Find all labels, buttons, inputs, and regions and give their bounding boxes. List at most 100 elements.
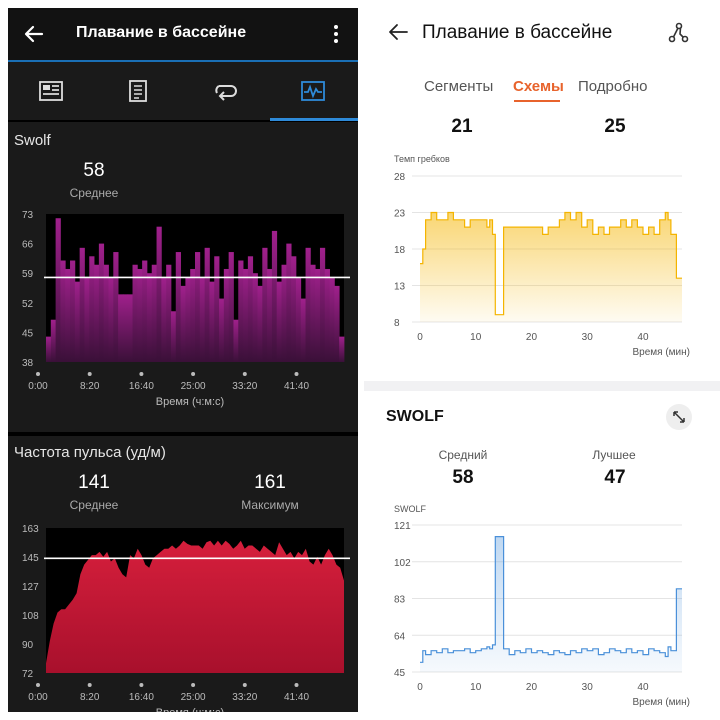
series-line: [420, 211, 682, 316]
stroke-rate-left-value: 21: [451, 116, 473, 137]
y-tick-label: 145: [22, 553, 39, 564]
x-tick-label: 0:00: [28, 692, 48, 703]
swolf-bar: [223, 268, 230, 362]
swolf-bar: [180, 285, 186, 362]
tab-laps[interactable]: [95, 62, 182, 120]
tab-charts[interactable]: Схемы: [513, 78, 564, 95]
x-tick-dot: [36, 372, 40, 376]
swolf-bar: [84, 277, 90, 362]
x-tick-label: 16:40: [129, 381, 154, 392]
x-tick-label: 20: [526, 682, 538, 693]
page-title: Плавание в бассейне: [422, 22, 613, 43]
x-tick-dot: [87, 372, 92, 376]
y-tick-label: 18: [394, 245, 406, 256]
y-tick-label: 72: [22, 669, 34, 680]
x-tick-dot: [139, 372, 144, 376]
x-tick-label: 30: [582, 682, 594, 693]
tab-segments[interactable]: Сегменты: [424, 78, 494, 95]
x-tick-dot: [139, 683, 144, 687]
x-tick-label: 10: [470, 332, 482, 343]
heart-rate-chart: 163 145 127 108 90 72 0:00 8:20 16:40 25:00 33:20 4…: [22, 524, 350, 712]
swolf-best-label: Лучшее: [592, 448, 636, 462]
swolf-bar: [267, 268, 273, 362]
garmin-screen: Плавание в бассейне: [8, 8, 358, 712]
summary-icon: [39, 81, 63, 101]
x-tick-label: 30: [582, 332, 594, 343]
y-tick-label: 45: [394, 668, 406, 679]
x-axis-title: Время (мин): [632, 347, 690, 358]
heart-rate-max-value: 161: [254, 472, 286, 493]
back-arrow-icon[interactable]: [22, 22, 46, 46]
x-tick-label: 40: [637, 332, 649, 343]
heart-rate-panel: Частота пульса (уд/м) 141 Среднее 161 Ма…: [8, 436, 358, 712]
swolf-bar: [319, 247, 326, 362]
swolf-bar: [262, 247, 268, 362]
swolf-bar: [70, 260, 76, 362]
intervals-icon: [215, 85, 237, 101]
x-tick-label: 40: [637, 682, 649, 693]
swolf-bar: [219, 298, 225, 362]
swolf-bar: [214, 256, 220, 362]
swolf-bar: [103, 264, 109, 362]
swolf-section-title: SWOLF: [386, 408, 444, 425]
y-tick-label: 45: [22, 328, 34, 339]
y-tick-label: 8: [394, 318, 400, 329]
page-title: Плавание в бассейне: [76, 24, 247, 41]
tab-details[interactable]: Подробно: [578, 78, 648, 95]
swolf-bar: [161, 277, 167, 362]
tab-summary[interactable]: [8, 62, 95, 120]
swolf-bar: [79, 247, 85, 362]
swolf-bar: [339, 336, 345, 362]
swolf-bar: [98, 243, 105, 362]
x-tick-label: 0: [417, 332, 423, 343]
expand-button[interactable]: [666, 404, 692, 430]
x-axis-title: Время (мин): [632, 697, 690, 708]
back-arrow-icon[interactable]: [386, 20, 410, 44]
swolf-bar: [291, 256, 297, 362]
laps-icon: [129, 80, 147, 102]
y-tick-label: 13: [394, 282, 406, 293]
x-axis-title: Время (ч:м:с): [156, 396, 224, 408]
x-tick-label: 41:40: [284, 692, 309, 703]
y-tick-label: 59: [22, 269, 34, 280]
swolf-bar: [122, 294, 129, 362]
stroke-rate-chart: Темп гребков 28 23 18 13 8 0 10 20 30 40 Время (мин…: [394, 154, 690, 358]
swolf-bar: [137, 268, 143, 362]
section-separator: [364, 381, 720, 391]
swolf-bar: [142, 260, 148, 362]
x-tick-label: 25:00: [181, 692, 206, 703]
x-tick-dot: [191, 683, 196, 687]
heart-rate-avg-label: Среднее: [69, 498, 119, 512]
more-vertical-icon[interactable]: [330, 22, 342, 46]
x-tick-dot: [242, 683, 247, 687]
header-divider: [8, 60, 358, 62]
route-share-icon[interactable]: [666, 20, 692, 46]
active-tab-indicator: [514, 100, 560, 102]
active-tab-indicator: [270, 118, 358, 121]
x-tick-dot: [36, 683, 40, 687]
swolf-bar: [185, 277, 191, 362]
swolf-bar: [94, 264, 100, 362]
swolf-bar: [108, 277, 114, 362]
tab-charts[interactable]: [270, 62, 357, 120]
swolf-bar: [146, 273, 153, 362]
swolf-bar: [199, 277, 206, 362]
swolf-bar: [50, 319, 57, 362]
swolf-avg-label: Средний: [438, 448, 488, 462]
swolf-title: Swolf: [14, 132, 51, 149]
swolf-bar: [166, 264, 172, 362]
x-tick-dot: [294, 683, 299, 687]
swolf-bar: [209, 281, 215, 362]
swolf-bar: [190, 268, 196, 362]
tab-intervals[interactable]: [182, 62, 269, 120]
y-tick-label: 90: [22, 640, 34, 651]
swolf-best-value: 47: [604, 467, 626, 488]
swolf-bar: [310, 264, 316, 362]
x-tick-label: 20: [526, 332, 538, 343]
y-tick-label: 23: [394, 209, 406, 220]
swolf-avg-value: 58: [452, 467, 474, 488]
charts-icon: [301, 81, 325, 101]
swolf-bar: [276, 281, 282, 362]
y-tick-label: 52: [22, 299, 34, 310]
swolf-bar: [247, 256, 254, 362]
